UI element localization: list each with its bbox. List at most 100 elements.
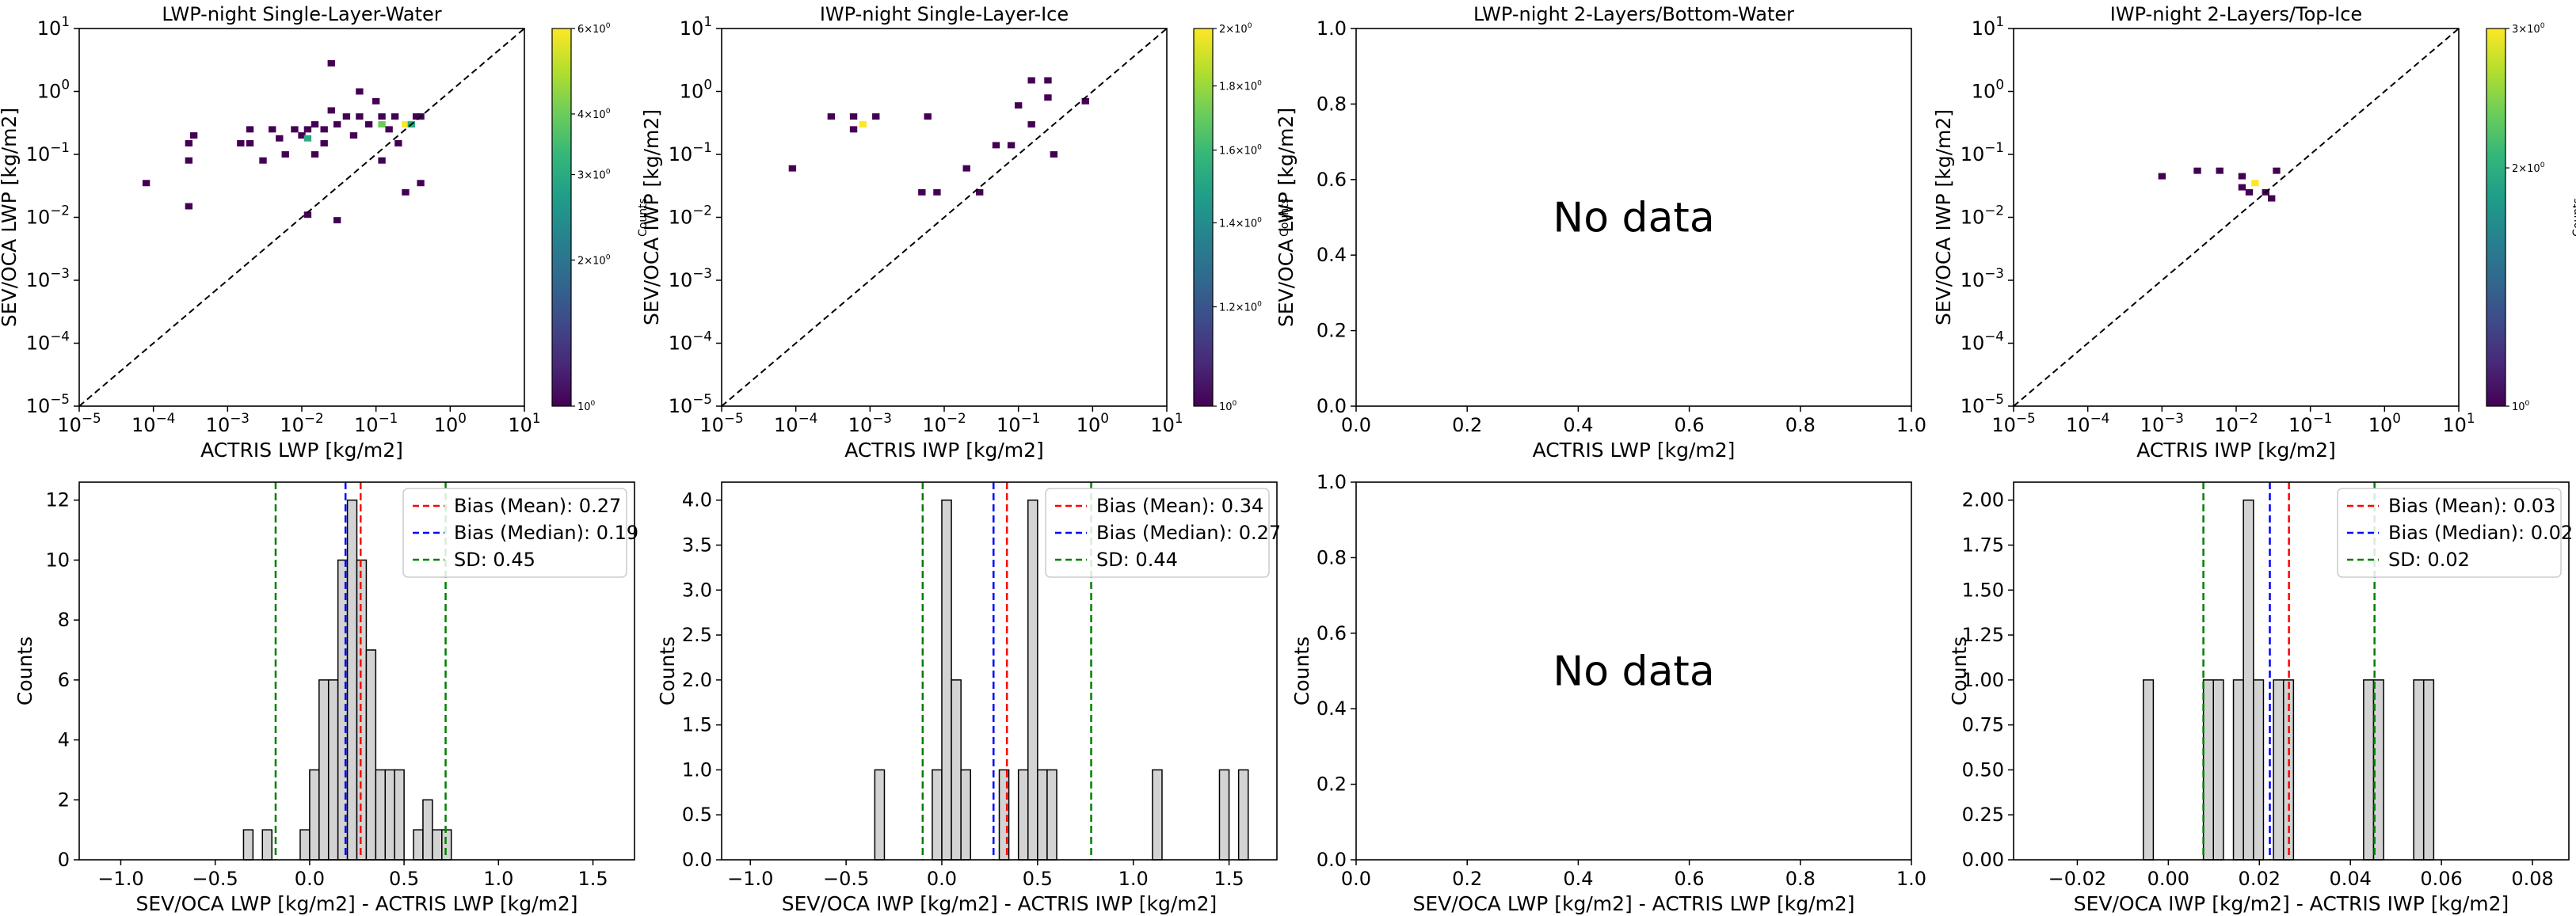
heatmap-cell <box>872 113 880 120</box>
one-to-one-line <box>78 28 525 407</box>
x-tick-label: 10−3 <box>2140 410 2184 436</box>
x-tick-label: 1.0 <box>1896 414 1926 436</box>
heatmap-cell <box>2251 180 2259 187</box>
heatmap-cell <box>992 142 1000 149</box>
y-tick-label: 0.6 <box>1317 169 1347 191</box>
y-tick-label: 10−4 <box>669 329 712 355</box>
heatmap-cell <box>933 188 941 196</box>
x-tick-label: 0.6 <box>1675 868 1705 890</box>
y-tick-label: 2 <box>58 789 70 811</box>
heatmap-cell <box>412 113 421 120</box>
x-tick-label: 0.04 <box>2329 868 2371 890</box>
heatmap-cell <box>333 121 341 128</box>
heatmap-cell <box>276 135 284 142</box>
y-tick-label: 0.50 <box>1962 758 2004 781</box>
legend-entry: SD: 0.44 <box>1096 549 1178 571</box>
heatmap-cell <box>394 140 402 146</box>
y-tick-label: 1.0 <box>1317 471 1347 493</box>
subplot-7: No data 0.0 0.2 0.4 0.6 0.8 1.0 0.0 0.2 0.4 0.6 0.8… <box>1290 471 1926 915</box>
x-axis-label: ACTRIS IWP [kg/m2] <box>844 439 1044 462</box>
x-tick-label: 0.00 <box>2147 868 2189 890</box>
colorbar-tick-label: 3×100 <box>577 169 611 182</box>
histogram-bar <box>2422 679 2435 861</box>
x-tick-label: 100 <box>2368 410 2401 436</box>
heatmap-cell <box>2238 173 2246 180</box>
x-tick-label: 1.0 <box>1118 868 1149 890</box>
heatmap-cell <box>1027 121 1035 128</box>
heatmap-cell <box>1014 102 1023 109</box>
x-tick-label: 101 <box>508 410 540 436</box>
x-tick-label: 10−5 <box>699 410 743 436</box>
histogram-bar <box>309 769 320 861</box>
colorbar-tick-label: 4×100 <box>577 108 611 121</box>
histogram-bar <box>874 769 886 861</box>
x-tick-label: 0.0 <box>1341 414 1371 436</box>
axes-frame <box>2013 481 2570 861</box>
histogram-bar <box>432 829 443 861</box>
heatmap-cell <box>385 126 393 133</box>
histogram-bar <box>2363 679 2375 861</box>
x-tick-label: 10−2 <box>280 410 323 436</box>
heatmap-cell <box>311 151 319 158</box>
heatmap-cell <box>2245 188 2254 196</box>
axes-frame <box>1355 28 1912 407</box>
histogram-bar <box>941 499 952 861</box>
heatmap-cell <box>269 126 276 133</box>
subplot-4: IWP-night 2-Layers/Top-Ice 10−5 10−4 10−3 10… <box>1932 3 2576 462</box>
y-tick-label: 0.4 <box>1317 244 1347 266</box>
heatmap-cell <box>281 151 289 158</box>
y-tick-label: 1.0 <box>1317 17 1347 40</box>
colorbar-tick-label: 3×100 <box>2512 22 2545 36</box>
heatmap-cell <box>342 113 351 120</box>
x-tick-label: 10−4 <box>131 410 175 436</box>
heatmap-cell <box>918 188 926 196</box>
heatmap-cell <box>402 188 410 196</box>
y-tick-label: 1.75 <box>1962 534 2004 557</box>
heatmap-cell <box>417 180 425 187</box>
y-tick-label: 10−1 <box>26 139 70 165</box>
heatmap-cell <box>788 165 797 172</box>
histogram-bar <box>1037 769 1048 861</box>
x-tick-label: 0.02 <box>2239 868 2281 890</box>
colorbar-tick-label: 6×100 <box>577 22 611 36</box>
y-tick-label: 3.0 <box>682 579 712 601</box>
histogram-bar <box>441 829 452 861</box>
y-tick-label: 10−5 <box>26 391 70 417</box>
heatmap-cell <box>1081 97 1089 105</box>
heatmap-cell <box>246 140 254 146</box>
heatmap-cell <box>246 126 254 133</box>
legend-entry: Bias (Median): 0.02 <box>2388 522 2573 544</box>
histogram-bar <box>951 679 962 861</box>
heatmap-cell <box>827 113 836 120</box>
subplot-1: LWP-night Single-Layer-Water 10−5 10−4 10−3… <box>0 3 650 462</box>
colorbar <box>551 28 572 407</box>
x-tick-label: 10−3 <box>206 410 250 436</box>
y-tick-label: 0.25 <box>1962 804 2004 826</box>
x-tick-label: −1.0 <box>727 868 773 890</box>
histogram-bar <box>327 679 339 861</box>
x-tick-label: 0.8 <box>1785 868 1816 890</box>
x-tick-label: 1.5 <box>1214 868 1244 890</box>
subplot-title: IWP-night Single-Layer-Ice <box>820 3 1069 25</box>
colorbar-tick-label: 100 <box>2512 400 2530 413</box>
histogram-bar <box>242 829 254 861</box>
heatmap-cell <box>142 180 151 187</box>
y-tick-label: 10 <box>45 549 70 571</box>
histogram-bar <box>1152 769 1163 861</box>
y-tick-label: 1.25 <box>1962 624 2004 646</box>
x-tick-label: 100 <box>434 410 467 436</box>
heatmap-cell <box>372 97 380 105</box>
x-tick-label: 0.2 <box>1452 868 1482 890</box>
y-axis-label: SEV/OCA LWP [kg/m2] <box>0 108 21 327</box>
heatmap-cell <box>303 126 312 133</box>
histogram-bar <box>2143 679 2155 861</box>
heatmap-cell <box>1044 94 1052 101</box>
y-tick-label: 0.00 <box>1962 849 2004 871</box>
legend <box>1045 488 1270 578</box>
axes-frame <box>1355 481 1912 861</box>
heatmap-cell <box>402 121 410 128</box>
one-to-one-line <box>721 28 1168 407</box>
heatmap-cell <box>849 113 858 120</box>
x-tick-label: 10−1 <box>2288 410 2332 436</box>
histogram-bar <box>422 799 433 861</box>
